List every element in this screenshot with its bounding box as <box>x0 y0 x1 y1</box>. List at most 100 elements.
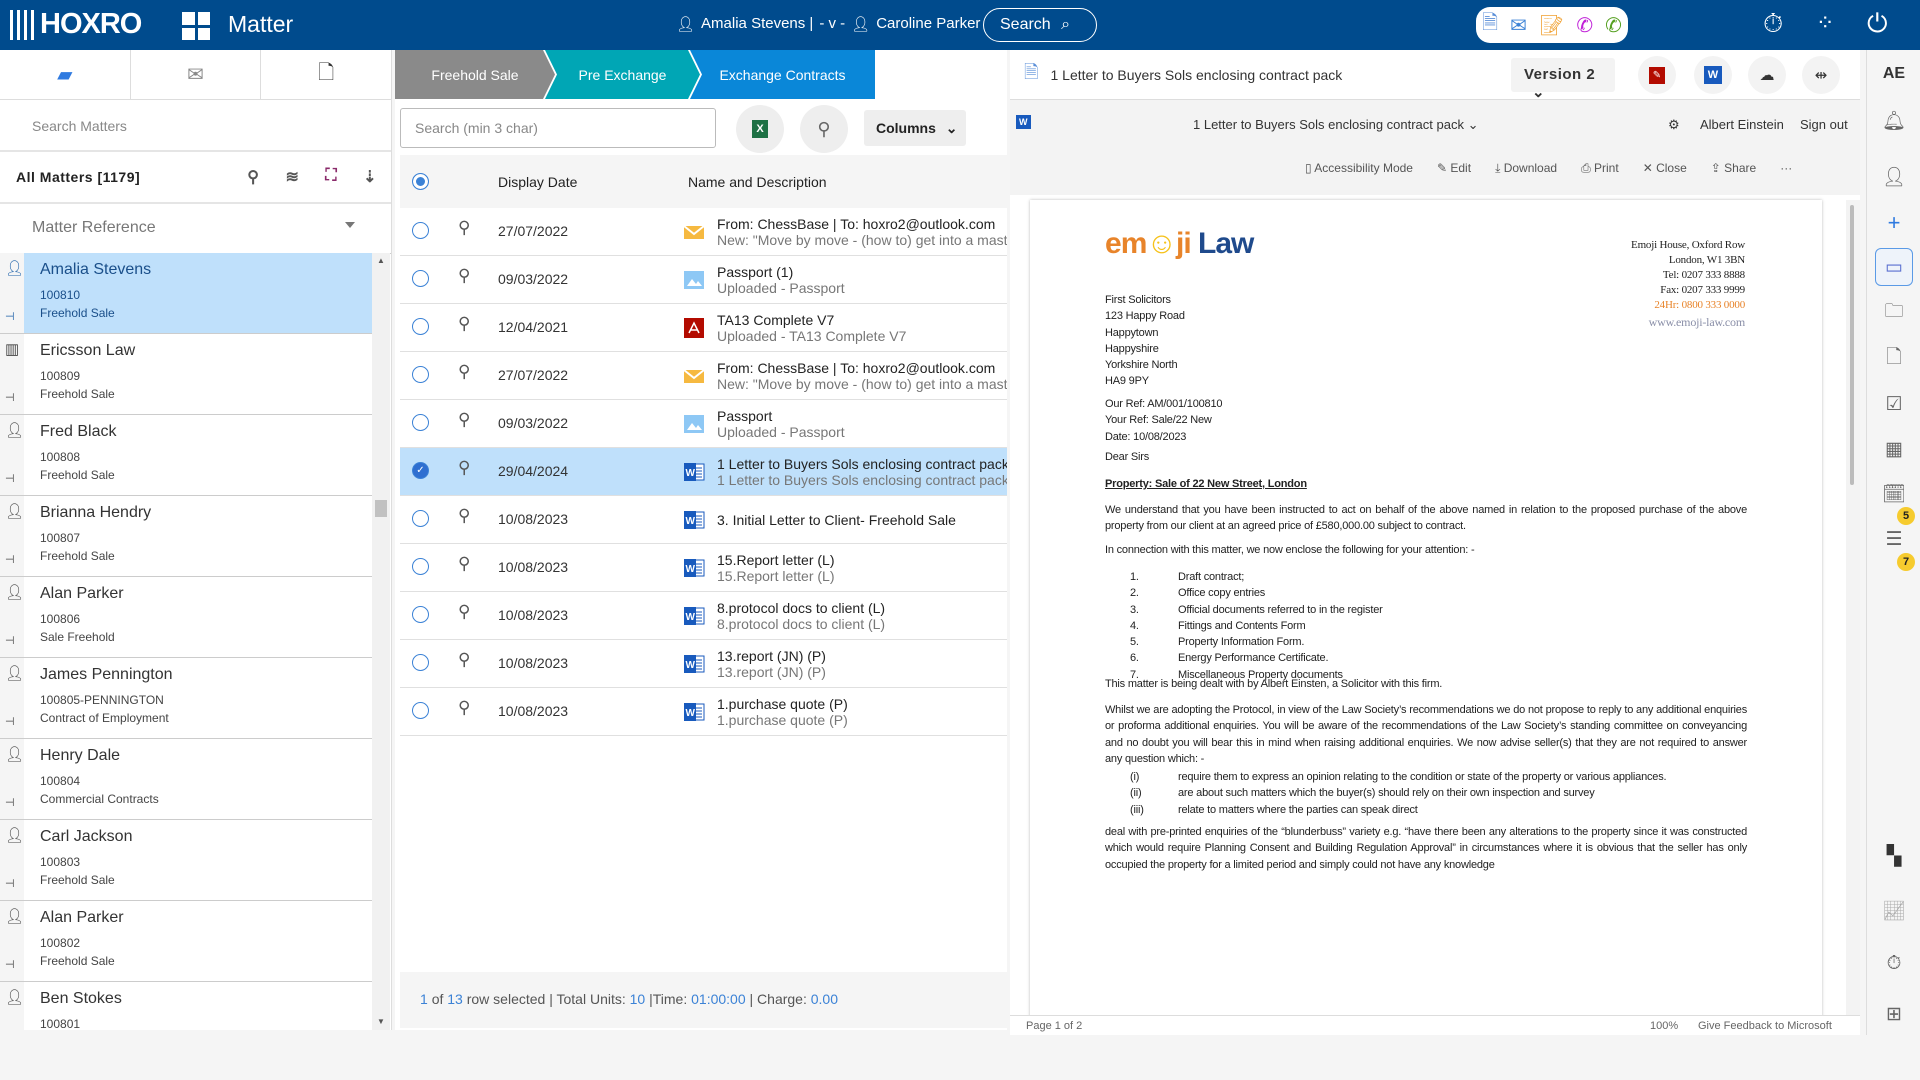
document-icon[interactable]: 🗋︎ <box>1886 347 1902 368</box>
stack-icon[interactable]: ≋ <box>285 169 300 186</box>
focus-icon[interactable]: ⛶ <box>325 167 338 184</box>
settings-icon[interactable]: ⚙︎ <box>1668 117 1680 132</box>
split-view-button[interactable]: ⇹ <box>1802 56 1840 94</box>
sort-field-dropdown[interactable]: Matter Reference <box>0 204 391 254</box>
key-calendar-icon[interactable]: 🗓︎ <box>1881 484 1907 505</box>
table-row[interactable]: ⚲ 09/03/2022 Passport Uploaded - Passport <box>400 400 1007 448</box>
incoming-call-icon[interactable]: ✆ <box>1576 14 1594 37</box>
pin-icon[interactable]: ⚲ <box>458 314 471 333</box>
hoxro-logo[interactable]: HOXRO <box>10 8 142 41</box>
row-select-radio[interactable] <box>412 318 429 335</box>
close-button[interactable]: ✕ Close <box>1642 161 1687 175</box>
table-row[interactable]: ⚲ 10/08/2023 W 15.Report letter (L) 15.Repor… <box>400 544 1007 592</box>
tab-email[interactable]: ✉︎ <box>131 50 262 99</box>
table-row[interactable]: ⚲ 10/08/2023 W 13.report (JN) (P) 13.report … <box>400 640 1007 688</box>
table-row[interactable]: ⚲ 10/08/2023 W 3. Initial Letter to Client-… <box>400 496 1007 544</box>
pin-icon[interactable]: ⚲ <box>458 266 471 285</box>
calendar-icon[interactable]: ▦ <box>1885 438 1903 460</box>
pin-icon[interactable]: ⚲ <box>458 362 471 381</box>
add-icon[interactable]: + <box>1887 210 1901 235</box>
all-matters-count[interactable]: All Matters [1179] <box>16 169 141 185</box>
select-all-radio[interactable] <box>412 173 429 190</box>
table-row[interactable]: ⚲ 12/04/2021 TA13 Complete V7 Uploaded - TA… <box>400 304 1007 352</box>
power-icon[interactable]: ⏻ <box>1867 8 1888 38</box>
pin-icon[interactable]: ⚲ <box>458 650 471 669</box>
table-row[interactable]: ✓ ⚲ 29/04/2024 W 1 Letter to Buyers Sols enc… <box>400 448 1007 496</box>
sign-out-link[interactable]: Sign out <box>1800 117 1848 132</box>
bell-icon[interactable]: 🔔︎ <box>1881 111 1907 132</box>
table-row[interactable]: ⚲ 10/08/2023 W 1.purchase quote (P) 1.purcha… <box>400 688 1007 736</box>
matter-list-item[interactable]: 👤︎ ⊣ Fred Black 100808 Freehold Sale <box>0 415 372 496</box>
pin-icon[interactable]: ⚲ <box>458 698 471 717</box>
table-row[interactable]: ⚲ 10/08/2023 W 8.protocol docs to client (L… <box>400 592 1007 640</box>
pin-icon[interactable]: ⚲ <box>458 602 471 621</box>
email-icon[interactable]: ✉︎ <box>1510 14 1527 37</box>
other-party-name[interactable]: Caroline Parker <box>876 15 981 32</box>
edit-button[interactable]: ✎ Edit <box>1436 161 1472 175</box>
matter-list-item[interactable]: 👤︎ ⊣ James Pennington 100805-PENNINGTON Cont… <box>0 658 372 739</box>
document-search-input[interactable]: Search (min 3 char) <box>400 108 716 148</box>
version-dropdown[interactable]: Version 2 ⌄ <box>1511 58 1615 101</box>
row-select-radio[interactable] <box>412 606 429 623</box>
user-initials-button[interactable]: AE <box>1882 65 1906 82</box>
table-row[interactable]: ⚲ 27/07/2022 From: ChessBase | To: hoxro2@… <box>400 208 1007 256</box>
notes-icon[interactable]: ☰ <box>1885 528 1903 550</box>
pin-filter-button[interactable]: ⚲ <box>800 105 848 153</box>
matter-list-item[interactable]: 👤︎⊣ Ben Stokes 100801 <box>0 982 372 1030</box>
share-button[interactable]: ⇪ Share <box>1710 161 1757 175</box>
stopwatch-icon[interactable]: ⏱︎ <box>1886 953 1902 974</box>
more-options-button[interactable]: ··· <box>1780 161 1793 175</box>
grid-icon[interactable]: ⊞ <box>1886 1003 1902 1025</box>
print-button[interactable]: ⎙ Print <box>1581 161 1619 175</box>
cloud-download-button[interactable]: ☁︎ <box>1748 56 1786 94</box>
matter-list-item[interactable]: ▥ ⊣ Ericsson Law 100809 Freehold Sale <box>0 334 372 415</box>
feedback-link[interactable]: Give Feedback to Microsoft <box>1698 1020 1832 1032</box>
scroll-thumb[interactable] <box>375 500 387 517</box>
row-select-radio[interactable] <box>412 414 429 431</box>
table-row[interactable]: ⚲ 09/03/2022 Passport (1) Uploaded - Passpo… <box>400 256 1007 304</box>
pin-icon[interactable]: ⚲ <box>458 410 471 429</box>
pin-icon[interactable]: ⚲ <box>458 218 471 237</box>
row-select-radio[interactable] <box>412 654 429 671</box>
matter-list-item[interactable]: 👤︎ ⊣ Alan Parker 100806 Sale Freehold <box>0 577 372 658</box>
matter-list-scrollbar[interactable]: ▲ ▼ <box>372 253 390 1030</box>
zoom-level[interactable]: 100% <box>1650 1020 1679 1032</box>
folder-icon[interactable]: 🗀︎ <box>1884 301 1904 322</box>
search-matters-input[interactable]: Search Matters <box>0 100 391 152</box>
share-nodes-icon[interactable]: ⁘ <box>1816 10 1835 35</box>
stopwatch-icon[interactable]: ⏱︎ <box>1763 8 1784 38</box>
matter-list-item[interactable]: 👤︎ ⊣ Henry Dale 100804 Commercial Contracts <box>0 739 372 820</box>
window-icon[interactable]: ▭ <box>1875 248 1913 286</box>
clipboard-check-icon[interactable]: ☑︎ <box>1885 393 1903 415</box>
row-select-radio[interactable] <box>412 702 429 719</box>
row-select-radio[interactable] <box>412 558 429 575</box>
row-select-radio[interactable]: ✓ <box>412 462 429 479</box>
row-select-radio[interactable] <box>412 222 429 239</box>
stage-exchange-contracts[interactable]: Exchange Contracts <box>690 50 875 99</box>
col-name-description[interactable]: Name and Description <box>688 173 827 190</box>
word-doc-title[interactable]: 1 Letter to Buyers Sols enclosing contra… <box>1193 117 1479 132</box>
table-row[interactable]: ⚲ 27/07/2022 From: ChessBase | To: hoxro2@… <box>400 352 1007 400</box>
stage-pre-exchange[interactable]: Pre Exchange <box>545 50 700 99</box>
client-name[interactable]: Amalia Stevens | <box>701 15 814 32</box>
apps-grid-icon[interactable] <box>182 12 210 40</box>
tree-icon[interactable]: ▚ <box>1886 845 1902 867</box>
pin-icon[interactable]: ⚲ <box>458 458 471 477</box>
export-excel-button[interactable]: X <box>736 105 784 153</box>
pin-icon[interactable]: ⚲ <box>458 506 471 525</box>
download-button[interactable]: ⤓ Download <box>1495 161 1558 175</box>
global-search-button[interactable]: Search ⌕ <box>983 8 1097 42</box>
matter-list-item[interactable]: 👤︎ ⊣ Brianna Hendry 100807 Freehold Sale <box>0 496 372 577</box>
scroll-up-icon[interactable]: ▲ <box>377 256 385 265</box>
contact-icon[interactable]: 👤︎ <box>1881 167 1907 188</box>
outgoing-call-icon[interactable]: ✆ <box>1605 14 1622 37</box>
row-select-radio[interactable] <box>412 270 429 287</box>
pin-icon[interactable]: ⚲ <box>458 554 471 573</box>
columns-button[interactable]: Columns ⌄ <box>864 110 966 146</box>
row-select-radio[interactable] <box>412 510 429 527</box>
note-icon[interactable]: 📝︎ <box>1538 14 1565 37</box>
pin-icon[interactable]: ⚲ <box>247 169 260 186</box>
chart-icon[interactable]: 📈︎ <box>1881 901 1907 922</box>
col-display-date[interactable]: Display Date <box>498 173 578 190</box>
scroll-down-icon[interactable]: ▼ <box>377 1017 385 1026</box>
